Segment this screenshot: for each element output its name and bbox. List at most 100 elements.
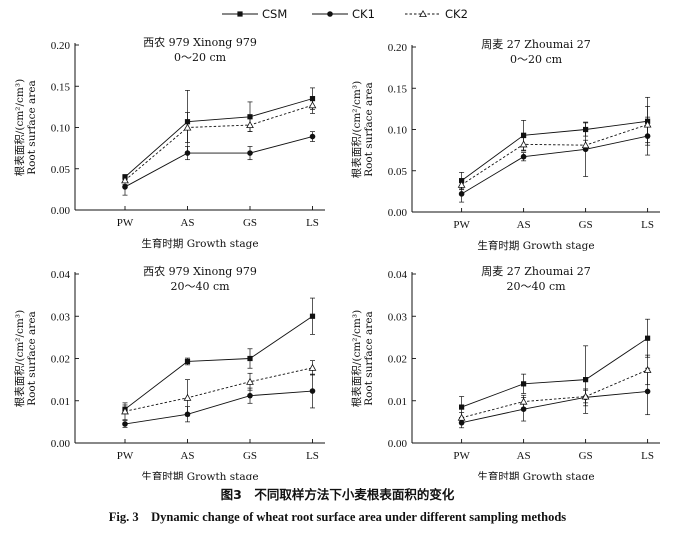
data-point xyxy=(521,381,527,387)
chart-panels: 0.00 0.05 0.10 0.15 0.20 PW AS GS LS 西农 979 Xinon… xyxy=(13,35,660,480)
y-tick-label: 0.05 xyxy=(388,166,408,178)
x-tick-label: GS xyxy=(243,450,257,462)
y-axis-label-en: Root surface area xyxy=(26,311,38,406)
panel-title: 周麦 27 Zhoumai 27 xyxy=(481,265,590,278)
legend-marker xyxy=(237,11,243,17)
x-axis-label: 生育时期 Growth stage xyxy=(141,237,258,250)
data-point xyxy=(643,365,652,373)
data-point xyxy=(247,392,253,399)
y-tick-label: 0.10 xyxy=(388,125,408,137)
series-ck1 xyxy=(122,131,316,196)
data-point xyxy=(308,101,317,109)
chart-panel-4: 0.00 0.01 0.02 0.03 0.04 PW AS GS LS 周麦 27 Zhouma… xyxy=(350,265,660,480)
data-point xyxy=(519,397,528,405)
series-line xyxy=(461,120,648,182)
y-tick-label: 0.02 xyxy=(51,354,70,366)
y-tick-label: 0.20 xyxy=(388,42,408,54)
chart-panel-2: 0.00 0.05 0.10 0.15 0.20 PW AS GS LS 周麦 27 Zhouma… xyxy=(350,38,660,252)
y-tick-label: 0.20 xyxy=(51,40,71,52)
data-point xyxy=(519,140,528,148)
x-axis-label: 生育时期 Growth stage xyxy=(477,239,594,252)
series-line xyxy=(461,135,648,195)
y-tick-label: 0.10 xyxy=(51,123,71,135)
x-tick-label: PW xyxy=(453,219,470,231)
data-point xyxy=(583,377,589,383)
figure-caption-zh: 图3 不同取样方法下小麦根表面积的变化 xyxy=(220,487,455,502)
data-point xyxy=(520,153,527,160)
data-point xyxy=(309,313,316,319)
data-point xyxy=(183,393,192,401)
panel-title: 西农 979 Xinong 979 xyxy=(143,35,257,49)
data-point xyxy=(457,413,466,421)
y-axis-label-en: Root surface area xyxy=(363,311,375,406)
series-csm xyxy=(459,96,651,190)
series-line xyxy=(124,136,313,188)
series-csm xyxy=(122,297,316,414)
y-tick-label: 0.15 xyxy=(51,81,71,93)
x-tick-label: LS xyxy=(641,219,654,231)
series-line xyxy=(461,124,648,186)
y-axis-label-zh: 根表面积/(cm²/cm³) xyxy=(13,79,26,176)
y-tick-label: 0.15 xyxy=(388,83,408,95)
data-point xyxy=(184,358,191,365)
data-point xyxy=(459,404,465,410)
y-axis-label-zh: 根表面积/(cm²/cm³) xyxy=(350,81,363,178)
y-tick-label: 0.03 xyxy=(51,311,71,323)
x-tick-label: AS xyxy=(517,450,531,462)
data-point xyxy=(247,114,253,120)
data-point xyxy=(309,133,316,140)
panel-subtitle: 20～40 cm xyxy=(170,280,230,293)
figure-caption-en: Fig. 3 Dynamic change of wheat root surf… xyxy=(108,510,567,524)
series-line xyxy=(461,337,648,408)
y-tick-label: 0.01 xyxy=(388,396,407,408)
data-point xyxy=(521,132,527,138)
chart-panel-1: 0.00 0.05 0.10 0.15 0.20 PW AS GS LS 西农 979 Xinon… xyxy=(13,35,325,250)
data-point xyxy=(309,388,316,394)
x-tick-label: GS xyxy=(579,219,593,231)
y-tick-label: 0.00 xyxy=(51,205,71,217)
data-point xyxy=(645,335,651,341)
data-point xyxy=(122,184,128,190)
x-tick-label: GS xyxy=(243,217,257,229)
x-tick-label: LS xyxy=(306,217,319,229)
data-point xyxy=(121,176,129,184)
data-point xyxy=(247,355,253,362)
data-point xyxy=(122,421,128,427)
data-point xyxy=(246,377,254,385)
panel-subtitle: 0～20 cm xyxy=(510,53,563,66)
legend-label: CK1 xyxy=(352,7,375,21)
series-line xyxy=(124,315,313,410)
panel-subtitle: 20～40 cm xyxy=(506,280,566,293)
figure: CSM CK1 CK2 0.00 0.05 0.10 0.15 0.20 PW AS GS LS 西农… xyxy=(13,7,660,480)
legend-label: CK2 xyxy=(445,7,468,21)
data-point xyxy=(246,120,254,129)
x-tick-label: AS xyxy=(517,219,531,231)
series-ck2 xyxy=(121,96,317,185)
data-point xyxy=(121,407,129,415)
x-tick-label: PW xyxy=(453,450,470,462)
legend: CSM CK1 CK2 xyxy=(222,7,468,21)
series-ck1 xyxy=(122,373,316,428)
series-line xyxy=(124,98,313,178)
x-tick-label: AS xyxy=(180,450,194,462)
data-point xyxy=(643,120,652,128)
data-point xyxy=(644,388,651,395)
x-tick-label: GS xyxy=(579,450,593,462)
x-tick-label: PW xyxy=(117,217,134,229)
legend-marker xyxy=(327,11,333,17)
series-csm xyxy=(122,87,316,180)
data-point xyxy=(183,123,192,131)
series-ck2 xyxy=(457,106,652,191)
series-ck2 xyxy=(457,354,652,424)
panel-title: 周麦 27 Zhoumai 27 xyxy=(481,38,590,51)
y-tick-label: 0.02 xyxy=(388,354,407,366)
x-axis-label: 生育时期 Growth stage xyxy=(141,470,258,480)
series-line xyxy=(124,390,313,425)
x-tick-label: PW xyxy=(117,450,134,462)
data-point xyxy=(581,392,590,400)
panel-title: 西农 979 Xinong 979 xyxy=(143,264,257,278)
legend-marker xyxy=(419,9,427,17)
y-tick-label: 0.04 xyxy=(51,269,71,281)
x-tick-label: LS xyxy=(641,450,654,462)
x-tick-label: AS xyxy=(180,217,194,229)
